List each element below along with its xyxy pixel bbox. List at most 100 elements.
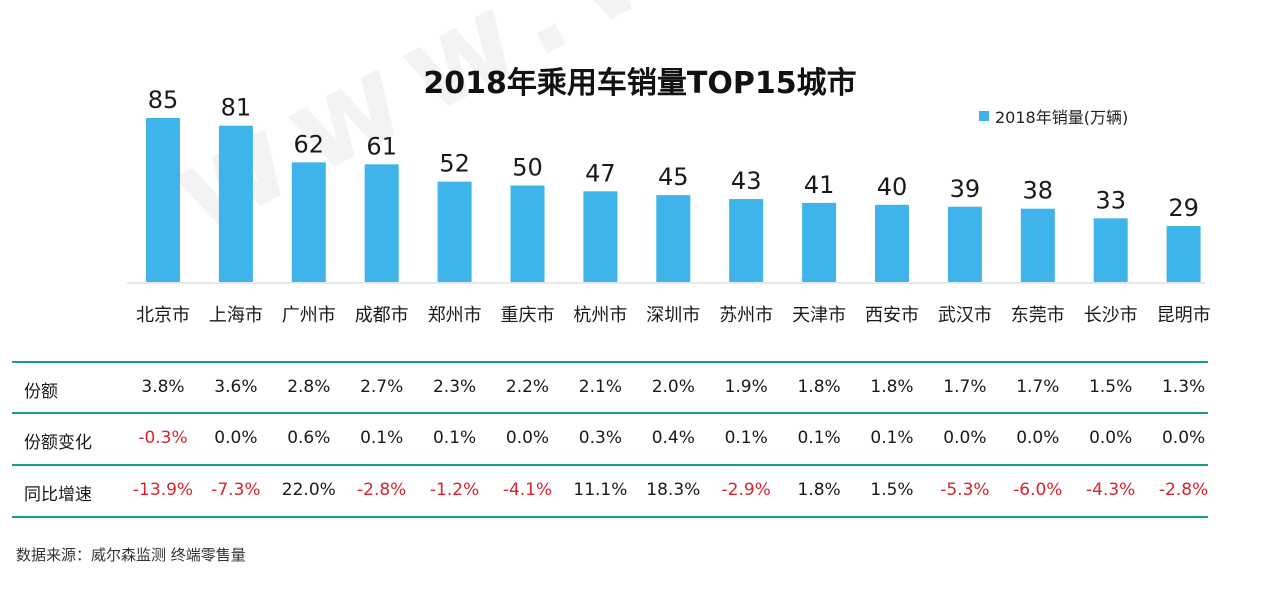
table-cell: 2.8% bbox=[287, 377, 331, 397]
category-label-8: 深圳市 bbox=[646, 305, 700, 326]
category-label-4: 成都市 bbox=[355, 305, 409, 326]
table-rule-3 bbox=[12, 464, 1208, 466]
table-cell: 11.1% bbox=[573, 480, 628, 500]
table-cell: 0.1% bbox=[724, 428, 768, 448]
bar-14 bbox=[1093, 218, 1128, 282]
table-cell: -0.3% bbox=[138, 428, 188, 448]
category-label-11: 西安市 bbox=[865, 305, 919, 326]
category-label-1: 北京市 bbox=[136, 305, 190, 326]
category-label-5: 郑州市 bbox=[428, 305, 482, 326]
source-note: 数据来源：威尔森监测 终端零售量 bbox=[16, 546, 246, 564]
table-cell: 18.3% bbox=[646, 480, 701, 500]
value-label-12: 39 bbox=[950, 175, 981, 203]
table-rule-4 bbox=[12, 516, 1208, 518]
table-cell: 2.7% bbox=[360, 377, 404, 397]
table-cell: -4.1% bbox=[502, 480, 553, 500]
table-rule-2 bbox=[12, 412, 1208, 414]
table-cell: 0.0% bbox=[1161, 428, 1206, 448]
bar-12 bbox=[947, 206, 982, 282]
value-label-6: 50 bbox=[512, 154, 543, 182]
table-cell: 1.5% bbox=[1089, 377, 1133, 397]
category-label-12: 武汉市 bbox=[938, 305, 992, 326]
table-cell: 2.2% bbox=[505, 377, 550, 397]
category-label-10: 天津市 bbox=[792, 305, 846, 326]
table-cell: 2.0% bbox=[651, 377, 695, 397]
table-cell: 1.3% bbox=[1161, 377, 1206, 397]
value-label-4: 61 bbox=[366, 132, 397, 160]
value-label-14: 33 bbox=[1095, 186, 1126, 214]
value-label-1: 85 bbox=[148, 86, 179, 114]
value-label-11: 40 bbox=[877, 173, 908, 201]
bar-8 bbox=[656, 195, 691, 282]
table-cell: -7.3% bbox=[211, 480, 261, 500]
table-cell: 0.0% bbox=[505, 428, 550, 448]
category-label-7: 杭州市 bbox=[573, 305, 627, 326]
table-cell: 0.1% bbox=[360, 428, 404, 448]
bar-7 bbox=[583, 191, 618, 282]
table-cell: 1.9% bbox=[724, 377, 768, 397]
table-cell: 0.4% bbox=[651, 428, 695, 448]
row-label-1: 份额 bbox=[24, 382, 58, 402]
category-label-15: 昆明市 bbox=[1157, 305, 1211, 326]
bar-2 bbox=[218, 125, 253, 282]
table-cell: 0.0% bbox=[943, 428, 987, 448]
table-cell: 0.1% bbox=[432, 428, 477, 448]
bar-13 bbox=[1020, 208, 1055, 282]
value-label-5: 52 bbox=[439, 150, 470, 178]
table-cell: 0.6% bbox=[287, 428, 331, 448]
table-cell: 0.3% bbox=[578, 428, 622, 448]
value-label-2: 81 bbox=[221, 94, 252, 122]
chart-legend: 2018年销量(万辆) bbox=[979, 104, 1128, 128]
value-label-8: 45 bbox=[658, 163, 689, 191]
category-label-3: 广州市 bbox=[282, 305, 336, 326]
value-label-7: 47 bbox=[585, 159, 616, 187]
table-cell: -4.3% bbox=[1086, 480, 1136, 500]
table-cell: 1.7% bbox=[943, 377, 987, 397]
table-cell: 0.0% bbox=[1089, 428, 1133, 448]
value-label-15: 29 bbox=[1168, 194, 1199, 222]
row-label-3: 同比增速 bbox=[24, 485, 92, 505]
table-cell: -6.0% bbox=[1013, 480, 1063, 500]
table-cell: -2.8% bbox=[357, 480, 407, 500]
chart-title: 2018年乘用车销量TOP15城市 bbox=[423, 66, 857, 101]
legend-label: 2018年销量(万辆) bbox=[995, 108, 1129, 127]
table-cell: -2.9% bbox=[721, 480, 771, 500]
table-cell: 2.1% bbox=[578, 377, 622, 397]
table-rule-1 bbox=[12, 361, 1208, 363]
table-cell: -5.3% bbox=[940, 480, 990, 500]
value-label-3: 62 bbox=[294, 130, 325, 158]
table-cell: 1.8% bbox=[870, 377, 914, 397]
table-cell: 3.6% bbox=[214, 377, 258, 397]
table-cell: -2.8% bbox=[1158, 480, 1209, 500]
table-cell: 1.8% bbox=[797, 377, 841, 397]
bar-5 bbox=[437, 181, 472, 282]
value-label-10: 41 bbox=[804, 171, 835, 199]
category-label-6: 重庆市 bbox=[501, 305, 555, 326]
bar-chart: 85 北京市 81 上海市 62 广州市 61 成都市 52 郑州市 50 重庆市 47 杭州市 45 深圳市… bbox=[127, 86, 1211, 326]
bar-11 bbox=[875, 204, 909, 282]
bar-4 bbox=[364, 164, 399, 282]
value-label-13: 38 bbox=[1023, 177, 1054, 205]
table-cell: 3.8% bbox=[141, 377, 185, 397]
bar-1 bbox=[146, 118, 180, 282]
table-cell: 1.7% bbox=[1016, 377, 1060, 397]
bar-9 bbox=[729, 199, 764, 282]
bar-10 bbox=[802, 202, 837, 282]
table-cell: 0.1% bbox=[870, 428, 914, 448]
bar-3 bbox=[291, 162, 326, 282]
table-cell: 22.0% bbox=[281, 480, 336, 500]
category-label-13: 东莞市 bbox=[1011, 305, 1065, 326]
table-cell: 0.0% bbox=[214, 428, 258, 448]
table-cell: 0.0% bbox=[1016, 428, 1060, 448]
category-label-14: 长沙市 bbox=[1084, 305, 1138, 326]
bar-6 bbox=[510, 185, 545, 282]
category-label-2: 上海市 bbox=[209, 305, 263, 326]
table-cell: -1.2% bbox=[429, 480, 480, 500]
table-cell: -13.9% bbox=[132, 480, 194, 500]
table-cell: 1.5% bbox=[870, 480, 914, 500]
bar-15 bbox=[1166, 226, 1201, 282]
table-cell: 0.1% bbox=[797, 428, 841, 448]
row-label-2: 份额变化 bbox=[24, 433, 92, 453]
value-label-9: 43 bbox=[731, 167, 762, 195]
legend-swatch bbox=[979, 111, 989, 121]
